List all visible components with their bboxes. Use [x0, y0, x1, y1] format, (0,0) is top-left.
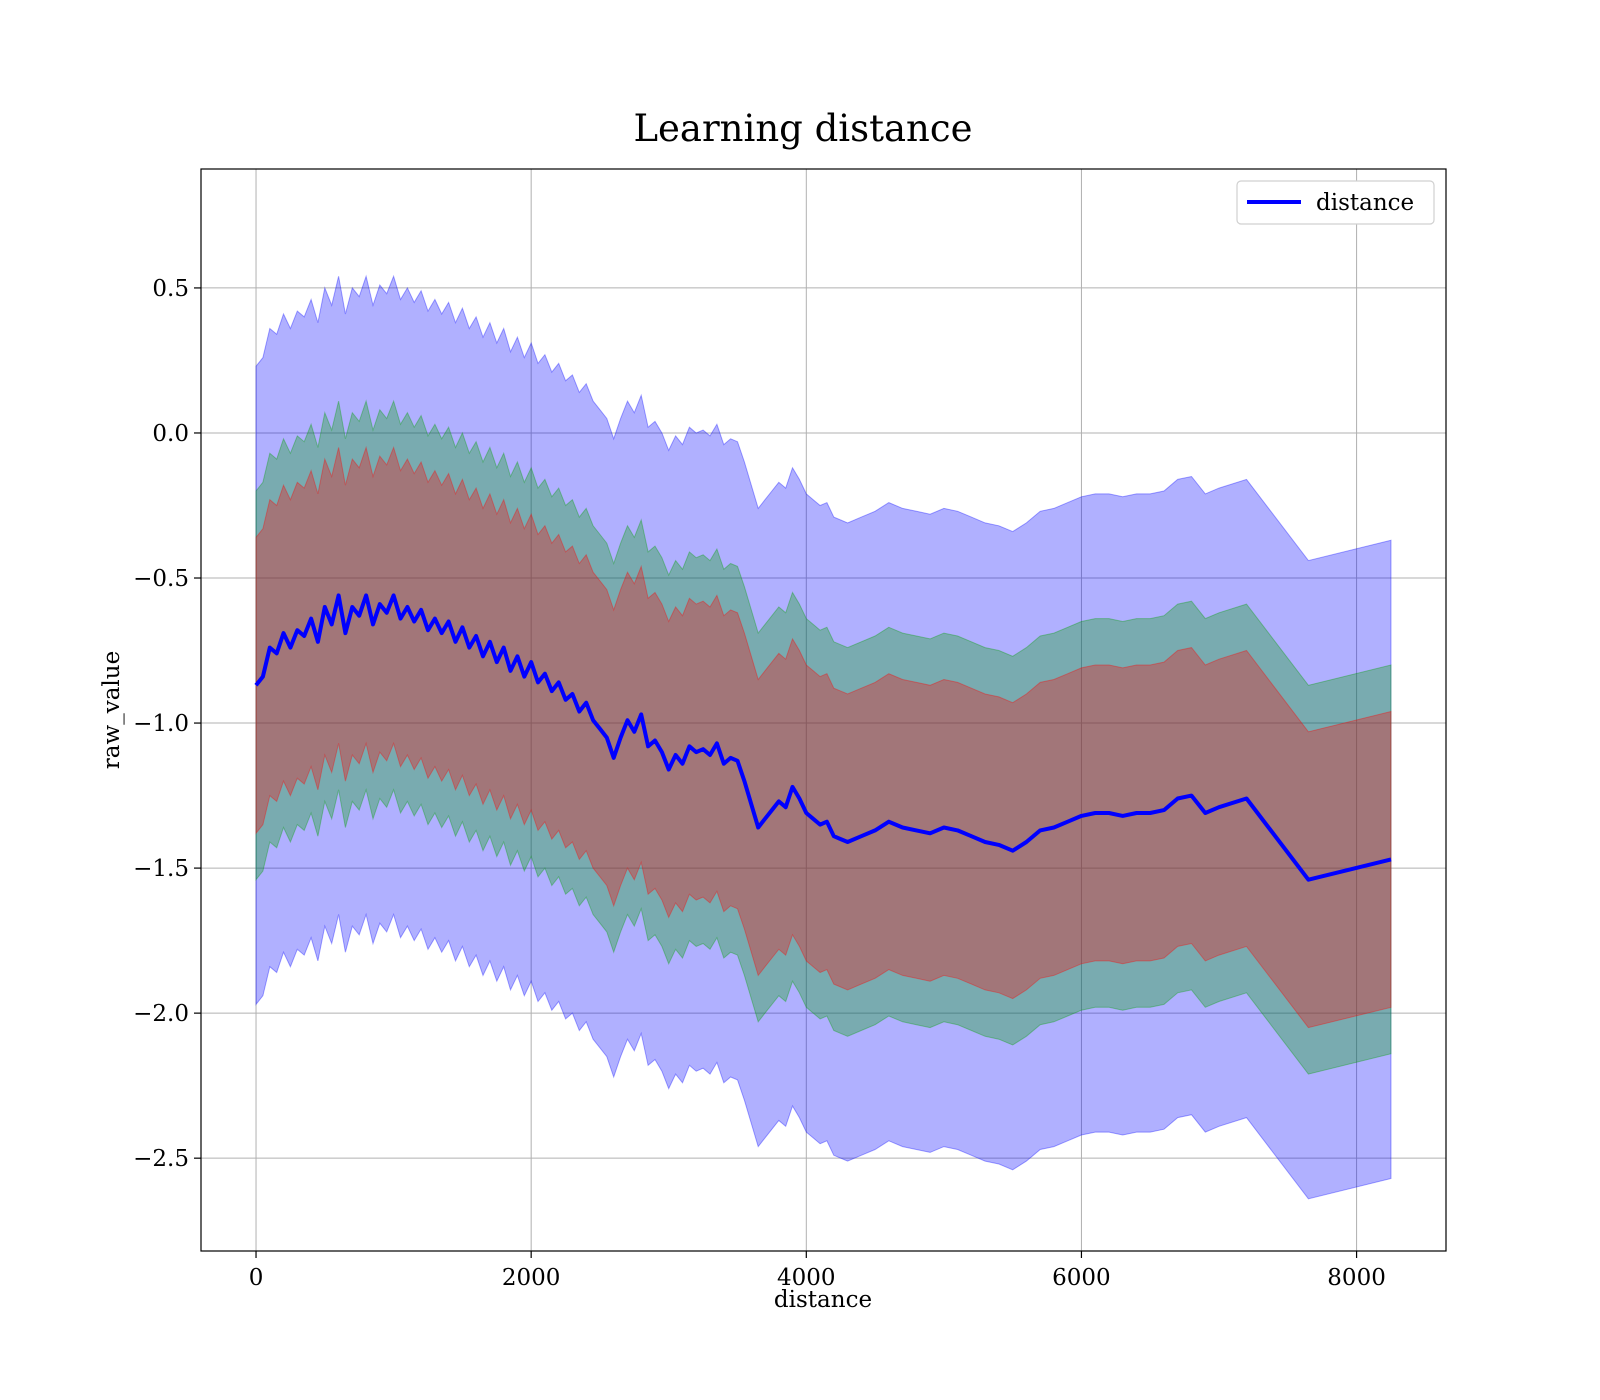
y-axis: 0.5 0.0 −0.5 −1.0 −1.5 −2.0 −2.5: [133, 276, 201, 1172]
y-axis-label: raw_value: [99, 651, 125, 769]
band-middle: [255, 399, 1392, 1075]
y-tick-label: 0.5: [152, 276, 189, 302]
series-line-distance: [254, 593, 1392, 882]
y-tick-label: −0.5: [133, 566, 189, 592]
y-tick-label: 0.0: [152, 421, 189, 447]
legend: distance: [1236, 180, 1435, 225]
x-tick-label: 0: [249, 1265, 264, 1291]
y-tick-label: −2.5: [133, 1146, 189, 1172]
plot-frame: [200, 168, 1447, 1252]
x-tick-label: 6000: [1052, 1265, 1111, 1291]
plot-area: [201, 169, 1446, 1251]
y-tick-label: −1.0: [133, 711, 189, 737]
x-tick-label: 8000: [1327, 1265, 1386, 1291]
x-axis-label: distance: [774, 1287, 872, 1313]
x-tick-label: 4000: [777, 1265, 836, 1291]
x-tick-label: 2000: [502, 1265, 561, 1291]
x-axis: 0 2000 4000 6000 8000: [249, 1251, 1386, 1291]
legend-box: [1236, 180, 1435, 225]
chart-title: Learning distance: [633, 107, 972, 150]
y-tick-label: −1.5: [133, 856, 189, 882]
y-tick-label: −2.0: [133, 1001, 189, 1027]
band-inner: [255, 445, 1392, 1029]
legend-label-distance: distance: [1316, 190, 1414, 216]
band-outer: [255, 274, 1392, 1200]
